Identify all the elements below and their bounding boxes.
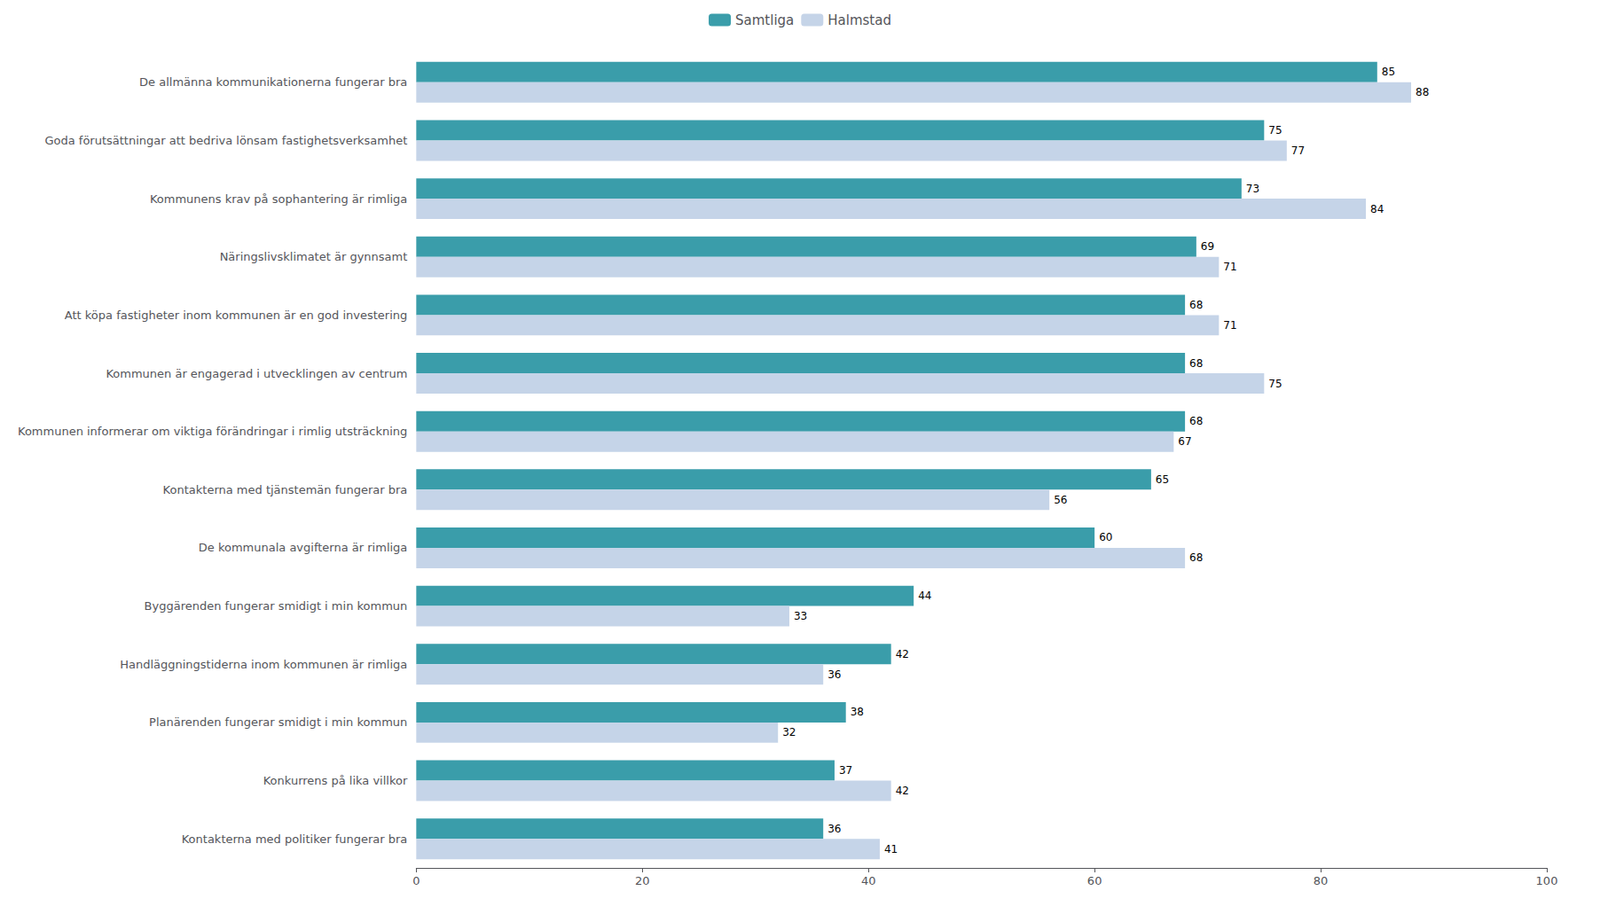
svg-text:De kommunala avgifterna är rim: De kommunala avgifterna är rimliga: [198, 541, 408, 555]
svg-text:38: 38: [850, 705, 864, 719]
svg-text:37: 37: [839, 764, 853, 777]
svg-text:20: 20: [635, 874, 651, 888]
svg-text:65: 65: [1155, 473, 1169, 487]
svg-text:36: 36: [827, 823, 841, 836]
svg-text:Kontakterna med tjänstemän fun: Kontakterna med tjänstemän fungerar bra: [163, 483, 408, 497]
svg-text:42: 42: [895, 648, 910, 661]
svg-text:Byggärenden fungerar smidigt i: Byggärenden fungerar smidigt i min kommu…: [144, 599, 408, 613]
svg-text:60: 60: [1087, 874, 1103, 888]
svg-text:56: 56: [1053, 494, 1067, 507]
svg-text:68: 68: [1189, 298, 1203, 312]
svg-text:40: 40: [861, 874, 877, 888]
svg-text:Kommunens krav på sophantering: Kommunens krav på sophantering är rimlig…: [149, 192, 408, 206]
svg-text:Halmstad: Halmstad: [827, 12, 892, 29]
svg-text:71: 71: [1223, 260, 1237, 274]
svg-text:42: 42: [895, 784, 910, 798]
svg-text:0: 0: [412, 874, 420, 888]
svg-text:32: 32: [782, 726, 796, 739]
svg-text:Näringslivsklimatet är gynnsam: Näringslivsklimatet är gynnsamt: [219, 250, 408, 264]
svg-text:71: 71: [1223, 319, 1237, 332]
svg-text:67: 67: [1177, 435, 1192, 448]
svg-text:36: 36: [827, 668, 841, 682]
svg-text:100: 100: [1536, 874, 1559, 888]
svg-text:Handläggningstiderna inom komm: Handläggningstiderna inom kommunen är ri…: [119, 658, 408, 672]
svg-text:68: 68: [1189, 551, 1203, 565]
svg-text:77: 77: [1291, 144, 1305, 157]
svg-text:84: 84: [1370, 203, 1384, 216]
svg-text:Konkurrens på lika villkor: Konkurrens på lika villkor: [263, 774, 408, 788]
svg-text:33: 33: [793, 610, 808, 623]
svg-text:41: 41: [884, 843, 898, 856]
svg-text:Goda förutsättningar att bedri: Goda förutsättningar att bedriva lönsam …: [44, 133, 408, 148]
svg-text:80: 80: [1313, 874, 1329, 888]
svg-text:73: 73: [1246, 182, 1260, 196]
svg-text:75: 75: [1268, 377, 1282, 391]
svg-text:68: 68: [1189, 357, 1203, 370]
svg-text:Planärenden fungerar smidigt i: Planärenden fungerar smidigt i min kommu…: [149, 715, 408, 730]
svg-text:Kommunen informerar om viktiga: Kommunen informerar om viktiga förändrin…: [17, 424, 408, 439]
svg-text:68: 68: [1189, 415, 1203, 428]
svg-text:Kontakterna med politiker fung: Kontakterna med politiker fungerar bra: [181, 832, 408, 847]
svg-text:Att köpa fastigheter inom komm: Att köpa fastigheter inom kommunen är en…: [64, 308, 408, 322]
svg-text:Samtliga: Samtliga: [735, 12, 794, 29]
svg-text:Kommunen är engagerad i utveck: Kommunen är engagerad i utvecklingen av …: [105, 367, 408, 381]
svg-text:69: 69: [1200, 240, 1215, 253]
svg-text:44: 44: [917, 589, 932, 603]
svg-text:60: 60: [1098, 531, 1113, 544]
svg-text:De allmänna kommunikationerna: De allmänna kommunikationerna fungerar b…: [139, 75, 408, 89]
svg-text:75: 75: [1268, 124, 1282, 137]
svg-text:85: 85: [1381, 65, 1396, 79]
svg-text:88: 88: [1415, 86, 1429, 99]
